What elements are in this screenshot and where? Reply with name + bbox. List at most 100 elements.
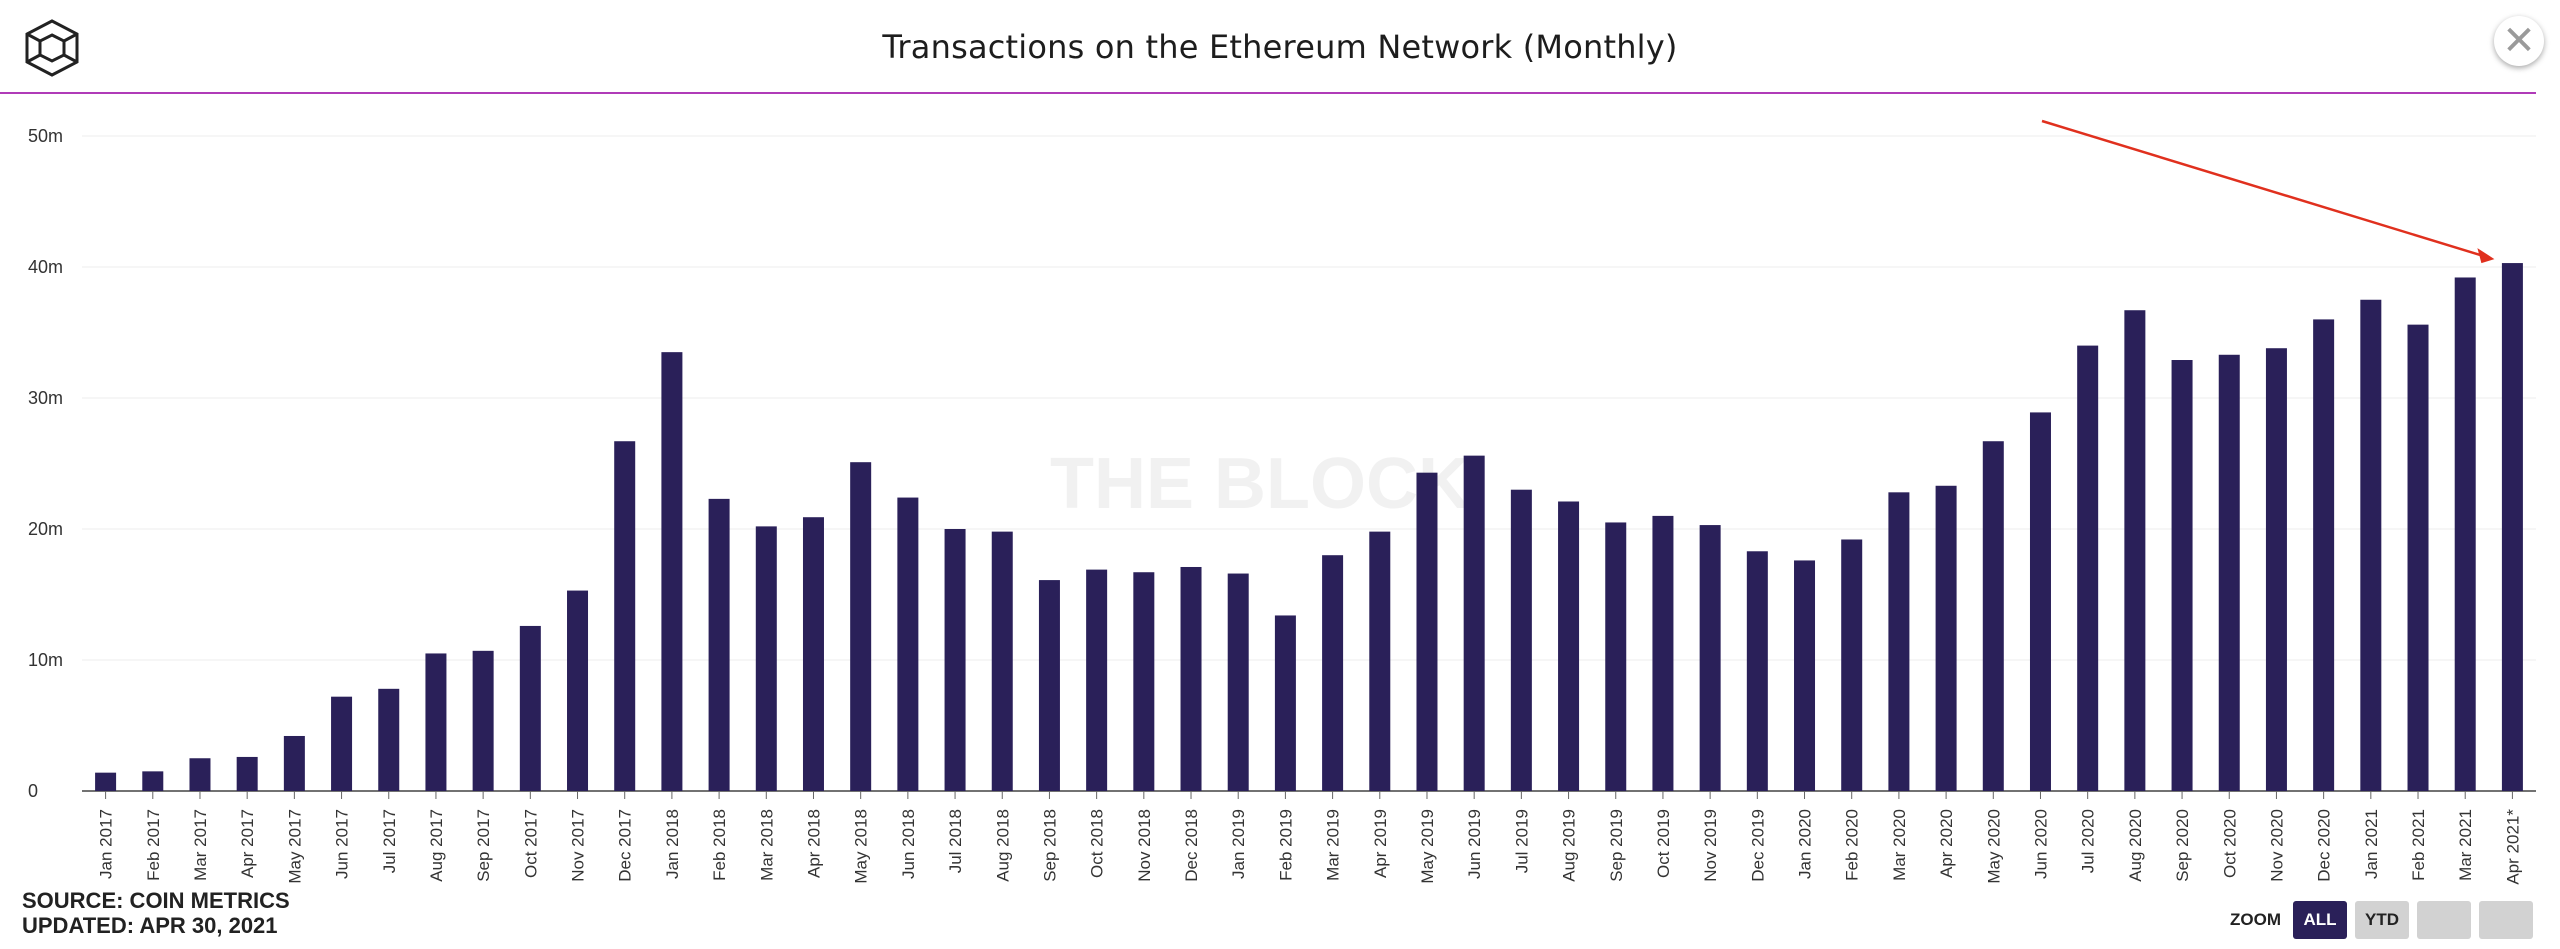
bar: [142, 771, 164, 791]
x-tick-label: Dec 2019: [1748, 809, 1767, 882]
x-tick-label: Nov 2020: [2267, 809, 2286, 882]
x-tick-label: Sep 2019: [1607, 809, 1626, 882]
zoom-ytd-button[interactable]: YTD: [2355, 901, 2409, 939]
bar: [472, 650, 494, 791]
x-tick-label: May 2019: [1418, 809, 1437, 884]
x-tick-label: Aug 2020: [2126, 809, 2145, 882]
cube-logo-icon[interactable]: [22, 18, 82, 78]
x-tick-label: Jun 2017: [333, 809, 352, 879]
chart-title: Transactions on the Ethereum Network (Mo…: [882, 28, 1678, 66]
zoom-all-button[interactable]: ALL: [2293, 901, 2347, 939]
x-tick-label: Jun 2020: [2031, 809, 2050, 879]
bar: [2265, 348, 2287, 791]
bar: [1558, 501, 1580, 791]
bar: [378, 688, 400, 791]
x-tick-label: Mar 2018: [757, 809, 776, 881]
x-tick-label: Jun 2019: [1465, 809, 1484, 879]
x-tick-label: Feb 2021: [2409, 809, 2428, 881]
x-tick-label: May 2020: [1984, 809, 2003, 884]
x-tick-label: Sep 2018: [1040, 809, 1059, 882]
x-tick-label: Jul 2019: [1512, 809, 1531, 873]
bar: [897, 497, 919, 791]
x-tick-label: Jan 2018: [663, 809, 682, 879]
y-tick-label: 50m: [28, 126, 63, 146]
bar: [189, 758, 211, 791]
zoom-controls: ZOOM ALL YTD: [2230, 900, 2541, 940]
x-tick-label: Jul 2018: [946, 809, 965, 873]
bar: [425, 653, 447, 791]
x-tick-label: Feb 2020: [1843, 809, 1862, 881]
bar: [850, 462, 872, 791]
annotation-arrow: [2041, 119, 2483, 257]
bar: [519, 625, 541, 791]
bar: [2360, 299, 2382, 791]
x-tick-label: Mar 2017: [191, 809, 210, 881]
source-text: SOURCE: COIN METRICS: [22, 888, 290, 913]
x-tick-label: Sep 2017: [474, 809, 493, 882]
bar: [2407, 324, 2429, 791]
updated-text: UPDATED: APR 30, 2021: [22, 913, 278, 938]
bar: [1605, 522, 1627, 791]
x-tick-label: May 2018: [852, 809, 871, 884]
x-tick-label: Mar 2021: [2456, 809, 2475, 881]
x-tick-label: Dec 2017: [616, 809, 635, 882]
zoom-range-button-4[interactable]: [2479, 901, 2533, 939]
bar: [1369, 531, 1391, 791]
bar: [1699, 525, 1721, 791]
zoom-label: ZOOM: [2230, 910, 2281, 929]
x-tick-label: Jan 2020: [1796, 809, 1815, 879]
y-tick-label: 10m: [28, 650, 63, 670]
bar: [614, 441, 636, 791]
bar: [1274, 615, 1296, 791]
bar: [236, 756, 258, 791]
x-tick-label: Oct 2020: [2220, 809, 2239, 878]
bar: [2454, 277, 2476, 792]
bar: [2171, 360, 2193, 791]
x-tick-label: Mar 2020: [1890, 809, 1909, 881]
x-tick-label: Apr 2020: [1937, 809, 1956, 878]
bar: [1935, 485, 1957, 791]
bar: [1133, 572, 1155, 791]
x-tick-label: Jan 2017: [97, 809, 116, 879]
bar: [2313, 319, 2335, 791]
bar: [1652, 515, 1674, 791]
bar: [1841, 539, 1863, 791]
bar: [1322, 555, 1344, 791]
bar: [283, 735, 305, 791]
y-tick-label: 40m: [28, 257, 63, 277]
x-tick-label: Apr 2017: [238, 809, 257, 878]
bar: [1086, 569, 1108, 791]
x-tick-label: Oct 2017: [521, 809, 540, 878]
x-tick-label: Oct 2018: [1088, 809, 1107, 878]
x-tick-label: Jan 2021: [2362, 809, 2381, 879]
x-tick-label: Jun 2018: [899, 809, 918, 879]
annotation-arrowhead: [2477, 248, 2495, 264]
bar: [567, 590, 589, 791]
bar: [1746, 551, 1768, 791]
x-tick-label: Feb 2019: [1276, 809, 1295, 881]
bar: [708, 498, 730, 791]
zoom-range-button-3[interactable]: [2417, 901, 2471, 939]
bar: [1416, 472, 1438, 791]
bar: [755, 526, 777, 791]
bar: [1510, 489, 1532, 791]
x-tick-label: Dec 2018: [1182, 809, 1201, 882]
x-tick-label: Aug 2017: [427, 809, 446, 882]
bar: [1180, 566, 1202, 791]
bar: [1794, 560, 1816, 791]
bar: [802, 517, 824, 791]
x-tick-label: Nov 2017: [569, 809, 588, 882]
bar: [1888, 492, 1910, 791]
bar: [1982, 441, 2004, 791]
x-tick-label: Mar 2019: [1324, 809, 1343, 881]
x-tick-label: Sep 2020: [2173, 809, 2192, 882]
y-tick-label: 30m: [28, 388, 63, 408]
bar: [2218, 354, 2240, 791]
bar: [944, 529, 966, 791]
close-button[interactable]: ✕: [2494, 16, 2544, 66]
chart-footer: SOURCE: COIN METRICS UPDATED: APR 30, 20…: [22, 888, 290, 938]
x-tick-label: Apr 2021*: [2503, 809, 2522, 885]
x-tick-label: Jul 2020: [2079, 809, 2098, 873]
x-tick-label: Jul 2017: [380, 809, 399, 873]
